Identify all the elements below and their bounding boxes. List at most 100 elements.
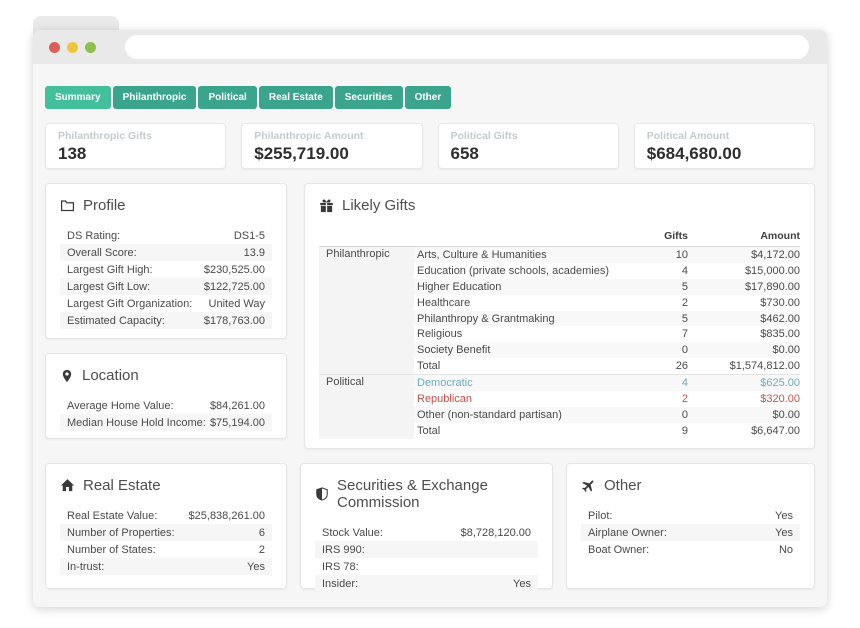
cell-label: Higher Education <box>417 280 502 293</box>
table-row: Pilot: Yes <box>581 507 800 524</box>
cell-amount: $4,172.00 <box>751 248 800 261</box>
panel-title: Profile <box>83 197 126 214</box>
cell-amount: $462.00 <box>760 312 800 325</box>
row-label: Largest Gift Low: <box>67 280 151 293</box>
stat-value: 658 <box>450 144 479 163</box>
panel-title: Securities & Exchange Commission <box>337 477 488 511</box>
panel-title: Location <box>82 367 139 384</box>
table-row: Healthcare 2 $730.00 <box>414 295 800 311</box>
row-value: $25,838,261.00 <box>188 509 265 522</box>
table-row-total: Total 9 $6,647.00 <box>414 423 800 439</box>
table-row: Religious 7 $835.00 <box>414 326 800 342</box>
cell-gifts: 5 <box>681 312 688 325</box>
minimize-window-button[interactable] <box>67 41 78 53</box>
panel-real-estate: Real Estate Real Estate Value: $25,838,2… <box>45 463 287 589</box>
cell-label: Healthcare <box>417 296 471 309</box>
table-row: Arts, Culture & Humanities 10 $4,172.00 <box>414 247 800 263</box>
cell-amount: $1,574,812.00 <box>729 360 800 373</box>
row-value: $230,525.00 <box>203 263 265 276</box>
table-row-republican: Republican 2 $320.00 <box>414 391 800 407</box>
col-header-amount: Amount <box>760 230 800 242</box>
cell-label: Total <box>417 360 441 373</box>
group-philanthropic: Philanthropic Arts, Culture & Humanities… <box>319 247 800 376</box>
table-column-headers: Gifts Amount <box>319 230 800 247</box>
folder-icon <box>60 200 75 212</box>
category-label: Philanthropic <box>319 247 414 375</box>
row-value: 2 <box>258 543 265 556</box>
tab-summary[interactable]: Summary <box>45 86 111 109</box>
table-row: Other (non-standard partisan) 0 $0.00 <box>414 406 800 423</box>
cell-label: Religious <box>417 328 463 341</box>
row-label: Number of Properties: <box>67 526 175 539</box>
stat-label: Philanthropic Gifts <box>58 130 152 142</box>
tab-other[interactable]: Other <box>404 86 452 109</box>
row-label: Stock Value: <box>322 526 383 539</box>
row-value: Yes <box>513 577 531 590</box>
row-label: Airplane Owner: <box>588 526 667 539</box>
cell-label: Society Benefit <box>417 344 491 357</box>
col-header-gifts: Gifts <box>664 230 688 242</box>
row-value: 13.9 <box>243 246 265 259</box>
cell-label: Philanthropy & Grantmaking <box>417 312 555 325</box>
cell-amount: $6,647.00 <box>751 424 800 437</box>
cell-amount: $730.00 <box>760 296 800 309</box>
panel-title: Likely Gifts <box>342 197 416 214</box>
table-row: Society Benefit 0 $0.00 <box>414 342 800 359</box>
table-row: Education (private schools, academies) 4… <box>414 263 800 279</box>
row-label: Estimated Capacity: <box>67 314 165 327</box>
table-row: Higher Education 5 $17,890.00 <box>414 278 800 295</box>
table-row-total: Total 26 $1,574,812.00 <box>414 358 800 374</box>
cell-label: Education (private schools, academies) <box>417 264 609 277</box>
table-row: Estimated Capacity: $178,763.00 <box>60 312 272 329</box>
table-row: Average Home Value: $84,261.00 <box>60 397 272 414</box>
cell-amount: $15,000.00 <box>744 264 800 277</box>
table-row: DS Rating: DS1-5 <box>60 227 272 244</box>
cell-label: Total <box>417 424 441 437</box>
tab-real-estate[interactable]: Real Estate <box>258 86 333 109</box>
row-value: $122,725.00 <box>203 280 265 293</box>
row-label: Real Estate Value: <box>67 509 158 522</box>
cell-gifts: 0 <box>681 408 688 421</box>
table-row: Largest Gift Organization: United Way <box>60 295 272 312</box>
airplane-icon <box>582 480 594 492</box>
row-label: Largest Gift Organization: <box>67 297 193 310</box>
tab-political[interactable]: Political <box>198 86 257 109</box>
row-value: United Way <box>208 297 265 310</box>
stat-value: $255,719.00 <box>254 144 349 163</box>
row-value: Yes <box>775 526 793 539</box>
category-label: Political <box>319 375 414 439</box>
row-value: $8,728,120.00 <box>460 526 531 539</box>
table-row: IRS 990: <box>315 541 538 558</box>
row-value: $178,763.00 <box>203 314 265 327</box>
stat-label: Philanthropic Amount <box>254 130 364 142</box>
table-row: Boat Owner: No <box>581 541 800 558</box>
cell-amount: $0.00 <box>772 408 800 421</box>
cell-gifts: 2 <box>681 296 688 309</box>
close-window-button[interactable] <box>49 41 60 53</box>
cell-amount: $0.00 <box>772 344 800 357</box>
row-value: No <box>778 543 793 556</box>
row-label: In-trust: <box>67 560 105 573</box>
browser-chrome-bar <box>33 30 827 64</box>
panel-likely-gifts: Likely Gifts Gifts Amount Philanthropic … <box>304 183 815 449</box>
table-row: Number of Properties: 6 <box>60 524 272 541</box>
stat-label: Political Gifts <box>450 130 518 142</box>
url-bar[interactable] <box>125 35 809 59</box>
table-row: Philanthropy & Grantmaking 5 $462.00 <box>414 310 800 327</box>
stat-value: 138 <box>58 144 87 163</box>
cell-amount: $625.00 <box>760 377 800 390</box>
cell-amount: $320.00 <box>760 392 800 405</box>
panel-title: Real Estate <box>83 477 161 494</box>
row-label: DS Rating: <box>67 229 121 242</box>
row-value: DS1-5 <box>233 229 265 242</box>
cell-gifts: 4 <box>681 264 688 277</box>
tab-philanthropic[interactable]: Philanthropic <box>112 86 197 109</box>
stat-card-philanthropic-amount: Philanthropic Amount $255,719.00 <box>241 123 423 169</box>
cell-label: Arts, Culture & Humanities <box>417 248 547 261</box>
group-political: Political Democratic 4 $625.00 Republica… <box>319 375 800 439</box>
home-icon <box>60 479 75 492</box>
panel-securities: Securities & Exchange Commission Stock V… <box>300 463 553 592</box>
maximize-window-button[interactable] <box>85 41 96 53</box>
cell-gifts: 5 <box>681 280 688 293</box>
tab-securities[interactable]: Securities <box>334 86 403 109</box>
